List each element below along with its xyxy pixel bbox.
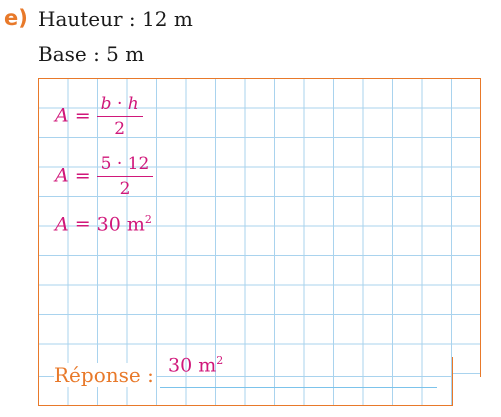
equals-sign: =: [74, 213, 91, 236]
answer-underline: [160, 387, 437, 388]
answer-field[interactable]: 30 m2: [168, 354, 223, 376]
grid-workspace: [38, 78, 481, 377]
substitution-line: A = 5 · 12 2: [55, 154, 154, 199]
given-height: Hauteur : 12 m: [38, 7, 193, 31]
result-exponent: 2: [144, 213, 152, 226]
answer-exponent: 2: [216, 354, 224, 367]
substitution-fraction: 5 · 12 2: [96, 154, 154, 199]
area-variable: A: [55, 164, 69, 187]
base-variable: b: [100, 94, 112, 114]
area-variable: A: [55, 213, 69, 236]
given-base: Base : 5 m: [38, 42, 145, 66]
answer-value: 30 m: [168, 354, 217, 377]
height-variable: h: [127, 94, 139, 114]
result-line: A = 30 m2: [55, 213, 152, 235]
fraction-denominator: 2: [119, 179, 131, 199]
answer-label: Réponse :: [54, 363, 156, 387]
equals-sign: =: [74, 164, 91, 187]
area-variable: A: [55, 104, 69, 127]
fraction-denominator: 2: [114, 119, 126, 139]
equals-sign: =: [74, 104, 91, 127]
dot-operator: ·: [116, 94, 123, 114]
fraction-numerator: b · h: [96, 94, 143, 117]
fraction-numerator: 5 · 12: [96, 154, 154, 177]
result-value: 30 m: [96, 213, 145, 236]
problem-label: e): [4, 6, 28, 30]
